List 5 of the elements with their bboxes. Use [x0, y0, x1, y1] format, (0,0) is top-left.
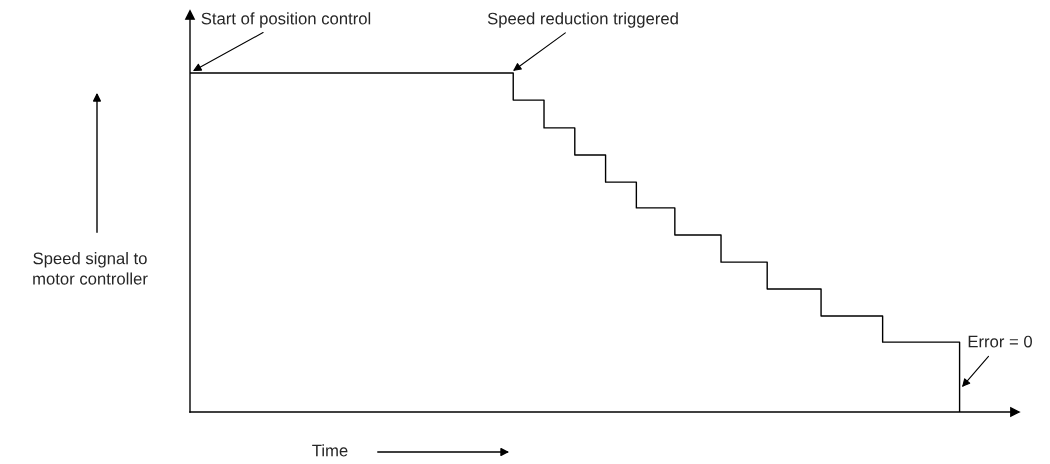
y-axis-title: Speed signal to motor controller [33, 252, 148, 285]
text: Speed reduction triggered [487, 12, 678, 28]
text: Start of position control [201, 12, 371, 28]
text: Error = 0 [968, 335, 1032, 348]
x-axis-title: Time [312, 444, 348, 457]
